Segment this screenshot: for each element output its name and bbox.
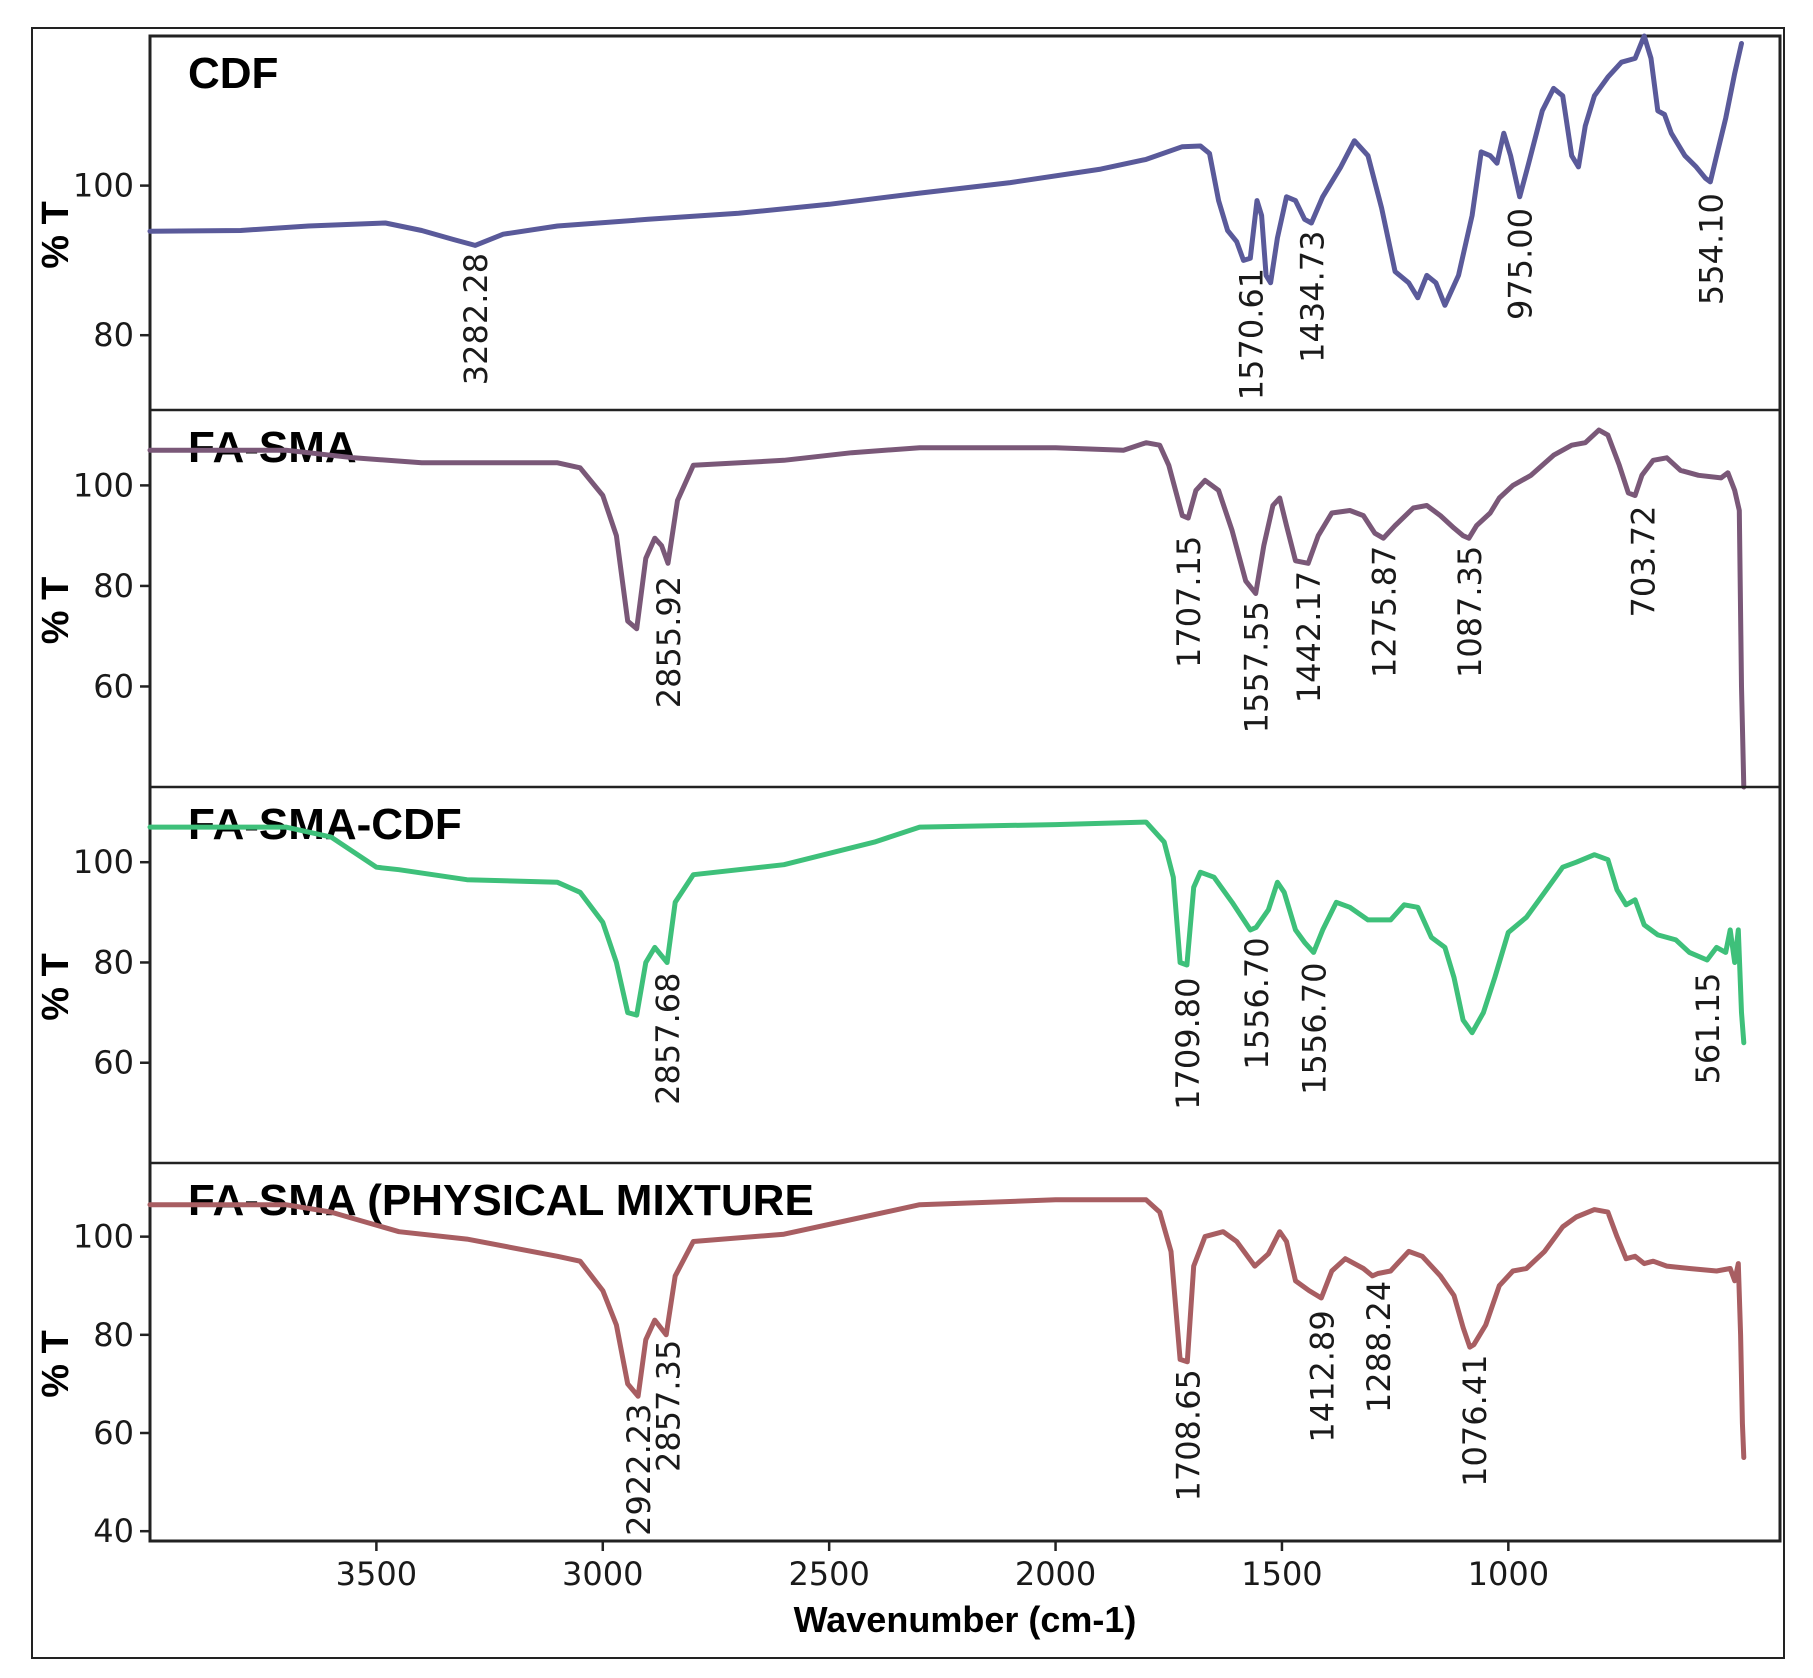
panel-title: CDF <box>188 49 278 98</box>
y-tick-label: 100 <box>73 1218 134 1256</box>
y-tick-label: 100 <box>73 843 134 881</box>
peak-label: 1556.70 <box>1238 937 1276 1069</box>
peak-label: 2857.35 <box>650 1340 688 1472</box>
peak-label: 3282.28 <box>457 253 495 385</box>
peak-label: 1442.17 <box>1290 571 1328 703</box>
y-tick-label: 40 <box>93 1512 134 1550</box>
y-tick-label: 100 <box>73 167 134 205</box>
x-tick-label: 2500 <box>788 1555 869 1593</box>
panel-title: FA-SMA (PHYSICAL MIXTURE <box>188 1176 814 1225</box>
y-axis-label: % T <box>35 201 77 269</box>
peak-label: 1087.35 <box>1451 546 1489 678</box>
y-axis-label: % T <box>35 577 77 645</box>
plot-frame <box>148 34 1782 1543</box>
spectrum-line <box>147 427 1747 790</box>
spectrum-line <box>147 1197 1747 1460</box>
x-tick-label: 1000 <box>1468 1555 1549 1593</box>
peak-label: 1556.70 <box>1296 963 1334 1095</box>
y-tick-label: 80 <box>93 567 134 605</box>
peak-label: 2857.68 <box>649 973 687 1105</box>
x-tick-label: 3500 <box>336 1555 417 1593</box>
y-axis-label: % T <box>35 1330 77 1398</box>
peak-label: 1708.65 <box>1169 1369 1207 1501</box>
y-tick-label: 80 <box>93 316 134 354</box>
x-axis-label: Wavenumber (cm-1) <box>794 1599 1137 1640</box>
panel-1: CDF % T 80 100 3282.28 1570.61 1434.73 975.00 55… <box>35 33 1744 400</box>
peak-label: 975.00 <box>1502 208 1540 320</box>
peak-label: 1707.15 <box>1170 536 1208 668</box>
y-axis-label: % T <box>35 953 77 1021</box>
peak-label: 703.72 <box>1624 506 1662 618</box>
peak-label: 1275.87 <box>1365 546 1403 678</box>
peak-label: 1709.80 <box>1169 978 1207 1110</box>
y-tick-label: 80 <box>93 943 134 981</box>
panels-group: CDF % T 80 100 3282.28 1570.61 1434.73 975.00 55… <box>35 33 1780 1550</box>
peak-label: 1434.73 <box>1293 231 1331 363</box>
peak-label: 2922.23 <box>620 1404 658 1536</box>
peak-label: 1288.24 <box>1360 1281 1398 1413</box>
x-axis: 3500 3000 2500 2000 1500 1000 <box>336 1541 1549 1593</box>
x-tick-label: 2000 <box>1015 1555 1096 1593</box>
peak-label: 554.10 <box>1692 193 1730 305</box>
panel-title: FA-SMA <box>188 423 357 472</box>
y-tick-label: 100 <box>73 466 134 504</box>
peak-label: 561.15 <box>1689 973 1727 1085</box>
outer-border <box>31 27 1785 1659</box>
peak-label: 2855.92 <box>650 576 688 708</box>
peak-label: 1076.41 <box>1456 1355 1494 1487</box>
panel-3: FA-SMA-CDF % T 60 80 100 2857.68 1709.80 1556.7… <box>35 785 1780 1110</box>
y-tick-label: 60 <box>93 667 134 705</box>
panel-4: FA-SMA (PHYSICAL MIXTURE % T 40 60 80 100 2922… <box>35 1161 1780 1550</box>
y-tick-label: 60 <box>93 1044 134 1082</box>
spectrum-line <box>147 33 1744 308</box>
panel-2: FA-SMA % T 60 80 100 2855.92 1707.15 1557.55 144… <box>35 408 1780 790</box>
peak-label: 1557.55 <box>1238 601 1276 733</box>
spectrum-line <box>147 819 1747 1046</box>
y-tick-label: 80 <box>93 1316 134 1354</box>
peak-label: 1412.89 <box>1303 1310 1341 1442</box>
peak-label: 1570.61 <box>1232 268 1270 400</box>
y-tick-label: 60 <box>93 1414 134 1452</box>
x-tick-label: 3000 <box>562 1555 643 1593</box>
x-tick-label: 1500 <box>1241 1555 1322 1593</box>
panel-title: FA-SMA-CDF <box>188 800 462 849</box>
